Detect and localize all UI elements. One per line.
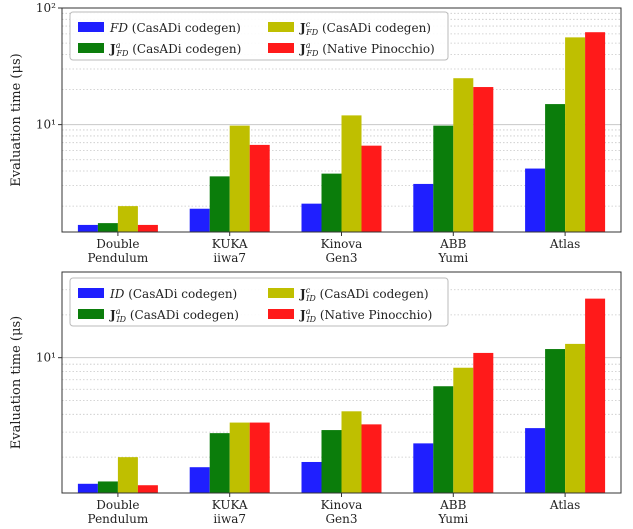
bar-2-3 [321, 430, 342, 493]
bar-4-2 [249, 422, 270, 493]
legend-swatch-2 [78, 309, 104, 319]
bar-3-3 [341, 411, 362, 493]
y-axis-label: Evaluation time (μs) [9, 316, 24, 449]
legend-label-3: Jc ID (CasADi codegen) [299, 286, 429, 303]
category-label: Yumi [437, 251, 468, 265]
category-label: Atlas [549, 237, 580, 251]
bar-2-5 [545, 104, 566, 232]
legend-label-4: Ja FD (Native Pinocchio) [299, 41, 435, 58]
legend-label-1: FD (CasADi codegen) [109, 21, 241, 35]
legend-swatch-1 [78, 288, 104, 298]
bar-2-2 [209, 433, 230, 493]
category-label: Double [96, 237, 139, 251]
bar-4-4 [473, 352, 494, 493]
bar-2-4 [433, 125, 454, 232]
bar-1-1 [77, 224, 98, 232]
bar-3-5 [565, 37, 586, 232]
category-label: ABB [439, 498, 466, 512]
category-label: Kinova [321, 237, 363, 251]
bar-3-4 [453, 78, 474, 233]
legend-label-3: Jc FD (CasADi codegen) [299, 20, 431, 37]
bar-4-5 [585, 32, 606, 232]
category-label: KUKA [212, 498, 248, 512]
legend-box [69, 11, 449, 61]
bar-2-3 [321, 173, 342, 232]
bar-3-2 [229, 125, 250, 232]
bar-3-2 [229, 422, 250, 493]
y-tick-label: 10¹ [36, 118, 56, 132]
legend-swatch-4 [268, 43, 294, 53]
bar-2-4 [433, 386, 454, 493]
bar-1-4 [413, 183, 434, 232]
category-label: iiwa7 [213, 251, 246, 265]
y-axis-label: Evaluation time (μs) [9, 53, 24, 186]
legend-box [69, 277, 449, 327]
category-label: iiwa7 [213, 512, 246, 526]
legend-label-2: Ja ID (CasADi codegen) [109, 307, 239, 324]
bar-1-3 [301, 203, 322, 232]
bar-1-3 [301, 461, 322, 493]
bar-3-1 [117, 457, 138, 493]
bar-4-1 [137, 224, 158, 232]
category-label: Atlas [549, 498, 580, 512]
legend-swatch-2 [78, 43, 104, 53]
category-label: Gen3 [325, 512, 357, 526]
category-label: Gen3 [325, 251, 357, 265]
bar-1-2 [189, 208, 210, 232]
category-label: Pendulum [88, 251, 149, 265]
bar-1-5 [525, 428, 546, 493]
bar-4-2 [249, 144, 270, 232]
y-tick-label: 10² [36, 1, 56, 15]
bar-1-5 [525, 168, 546, 232]
legend-label-4: Ja ID (Native Pinocchio) [299, 307, 432, 324]
category-label: Double [96, 498, 139, 512]
bar-3-3 [341, 115, 362, 232]
bar-3-1 [117, 206, 138, 232]
category-label: Kinova [321, 498, 363, 512]
bar-3-5 [565, 343, 586, 493]
bar-2-1 [97, 223, 118, 232]
bar-4-5 [585, 298, 606, 493]
category-label: KUKA [212, 237, 248, 251]
category-label: Pendulum [88, 512, 149, 526]
legend-swatch-4 [268, 309, 294, 319]
category-label: ABB [439, 237, 466, 251]
legend-swatch-3 [268, 288, 294, 298]
legend-label-1: ID (CasADi codegen) [109, 287, 237, 301]
category-label: Yumi [437, 512, 468, 526]
bar-2-1 [97, 481, 118, 493]
bar-3-4 [453, 367, 474, 493]
bar-1-2 [189, 467, 210, 493]
bar-4-3 [361, 424, 382, 493]
legend-label-2: Ja FD (CasADi codegen) [109, 41, 241, 58]
bar-4-1 [137, 485, 158, 493]
bar-2-2 [209, 176, 230, 232]
bar-2-5 [545, 349, 566, 493]
legend-swatch-1 [78, 22, 104, 32]
bar-4-4 [473, 87, 494, 232]
bar-4-3 [361, 145, 382, 232]
bar-1-4 [413, 443, 434, 493]
legend-swatch-3 [268, 22, 294, 32]
y-tick-label: 10¹ [36, 351, 56, 365]
bar-1-1 [77, 483, 98, 493]
